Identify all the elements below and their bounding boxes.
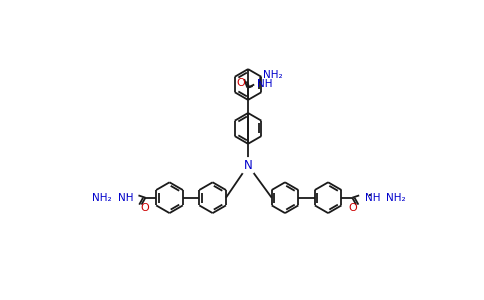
Text: NH: NH [118, 193, 133, 203]
Text: NH: NH [364, 193, 380, 203]
Text: NH: NH [257, 79, 272, 89]
Text: O: O [236, 78, 245, 88]
Text: NH₂: NH₂ [263, 70, 283, 80]
Text: O: O [348, 203, 357, 213]
Text: N: N [243, 159, 253, 172]
Text: NH₂: NH₂ [92, 194, 111, 203]
Text: NH₂: NH₂ [386, 194, 406, 203]
Text: O: O [140, 203, 149, 213]
